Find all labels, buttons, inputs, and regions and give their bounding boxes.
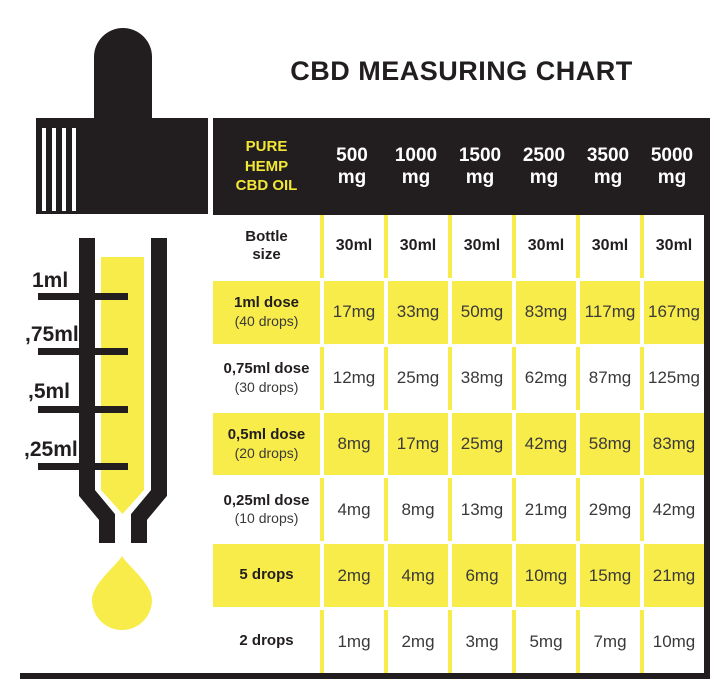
dose-value-cell: 50mg [448,280,512,344]
scale-label-05ml: ,5ml [28,380,70,403]
row-label-cell: Bottle size [213,215,320,278]
dose-value-cell: 25mg [384,346,448,410]
bottom-rule [20,673,710,679]
dose-value-cell: 15mg [576,544,640,608]
dose-value-cell: 13mg [448,478,512,542]
scale-label-075ml: ,75ml [25,323,79,346]
dose-value-cell: 29mg [576,478,640,542]
row-label: 0,5ml dose [227,425,306,443]
scale-tick-marks [38,293,128,470]
dose-value-cell: 21mg [640,544,704,608]
strength-column-header: 5000 mg [650,144,694,188]
row-sublabel: (40 drops) [234,312,299,329]
dropper-bulb-icon [94,28,152,122]
strength-column-header: 3500 mg [586,144,630,188]
dose-value-cell: 30ml [640,215,704,278]
dose-value-cell: 30ml [320,215,384,278]
row-label-cell: 0,25ml dose (10 drops) [213,478,320,541]
strength-column-header: 500 mg [336,144,368,188]
dose-value-cell: 30ml [384,215,448,278]
dropper-illustration: 1ml ,75ml ,5ml ,25ml [24,28,208,630]
row-label: 5 drops [239,566,294,584]
dose-value-cell: 2mg [384,610,448,674]
row-label-cell: 2 drops [213,610,320,673]
dose-value-cell: 2mg [320,544,384,608]
dose-value-cell: 6mg [448,544,512,608]
row-label-cell: 0,75ml dose (30 drops) [213,347,320,410]
dose-value-cell: 42mg [512,412,576,476]
dose-value-cell: 17mg [320,280,384,344]
table-row: 0,75ml dose (30 drops) 12mg 25mg 38mg 62mg 87m… [213,346,704,410]
dropper-cap-ridges [42,128,76,211]
row-label: 0,25ml dose [223,491,310,509]
row-label-cell: 5 drops [213,544,320,608]
dose-value-cell: 7mg [576,610,640,674]
dose-value-cell: 30ml [576,215,640,278]
dosage-table-body: Bottle size 30ml 30ml 30ml 30ml 30ml 30ml 1ml do… [213,215,704,674]
dose-value-cell: 12mg [320,346,384,410]
table-header-row: PURE HEMP CBD OIL 500 mg 1000 mg 1500 mg 2500 m… [213,118,704,215]
dose-value-cell: 167mg [640,280,704,344]
table-row: 2 drops 1mg 2mg 3mg 5mg 7mg 10mg [213,610,704,674]
dose-value-cell: 87mg [576,346,640,410]
dose-value-cell: 30ml [448,215,512,278]
dose-value-cell: 30ml [512,215,576,278]
table-row: Bottle size 30ml 30ml 30ml 30ml 30ml 30ml [213,215,704,278]
dropper-tube-left-wall [79,238,115,543]
dose-value-cell: 10mg [512,544,576,608]
dropper-liquid [101,257,144,514]
scale-label-1ml: 1ml [32,269,68,292]
dose-value-cell: 38mg [448,346,512,410]
scale-label-025ml: ,25ml [24,438,78,461]
dose-value-cell: 8mg [320,412,384,476]
strength-column-header: 1000 mg [394,144,438,188]
dose-value-cell: 58mg [576,412,640,476]
row-label-cell: 0,5ml dose (20 drops) [213,412,320,476]
oil-drop-icon [92,556,152,630]
row-label-line2: size [252,246,281,264]
dose-value-cell: 3mg [448,610,512,674]
dose-value-cell: 4mg [320,478,384,542]
dose-value-cell: 42mg [640,478,704,542]
page-title: CBD MEASURING CHART [290,56,633,86]
strength-column-header: 2500 mg [522,144,566,188]
dose-value-cell: 1mg [320,610,384,674]
table-row: 5 drops 2mg 4mg 6mg 10mg 15mg 21mg [213,541,704,611]
corner-header: PURE HEMP CBD OIL [235,138,298,195]
row-sublabel: (10 drops) [234,510,299,527]
dose-value-cell: 5mg [512,610,576,674]
dose-value-cell: 83mg [512,280,576,344]
dropper-tube-right-wall [131,238,167,543]
row-sublabel: (20 drops) [234,444,299,461]
dose-value-cell: 4mg [384,544,448,608]
row-label: 1ml dose [233,294,300,312]
dose-value-cell: 17mg [384,412,448,476]
table-row: 0,25ml dose (10 drops) 4mg 8mg 13mg 21mg 29mg 4… [213,478,704,542]
dose-value-cell: 10mg [640,610,704,674]
table-row: 1ml dose (40 drops) 17mg 33mg 50mg 83mg 117mg 1… [213,277,704,347]
row-label: 2 drops [239,632,294,650]
row-label: Bottle [245,227,288,245]
dose-value-cell: 117mg [576,280,640,344]
table-row: 0,5ml dose (20 drops) 8mg 17mg 25mg 42mg 58mg 8… [213,409,704,479]
dose-value-cell: 33mg [384,280,448,344]
strength-column-header: 1500 mg [458,144,502,188]
dose-value-cell: 21mg [512,478,576,542]
dose-value-cell: 25mg [448,412,512,476]
dose-value-cell: 125mg [640,346,704,410]
dose-value-cell: 8mg [384,478,448,542]
dose-value-cell: 83mg [640,412,704,476]
dosage-table: PURE HEMP CBD OIL 500 mg 1000 mg 1500 mg 2500 m… [213,118,710,674]
row-label: 0,75ml dose [223,360,310,378]
dropper-cap-icon [36,118,208,214]
row-sublabel: (30 drops) [234,378,299,395]
row-label-cell: 1ml dose (40 drops) [213,280,320,344]
dose-value-cell: 62mg [512,346,576,410]
